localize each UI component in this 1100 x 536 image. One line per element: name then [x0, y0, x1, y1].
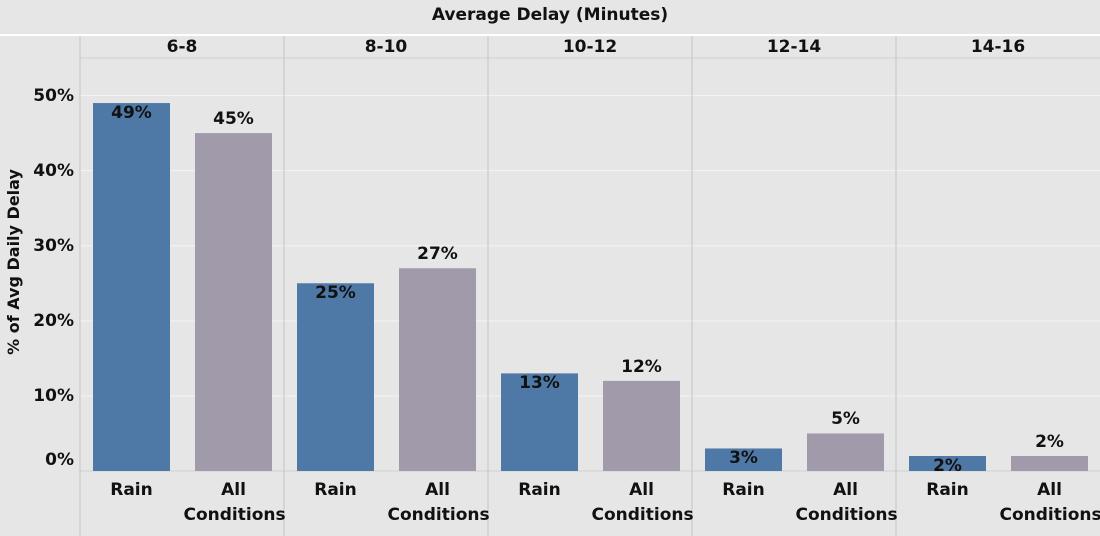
bar: [501, 373, 578, 471]
data-label: 25%: [315, 283, 356, 304]
y-axis-label: % of Avg Daily Delay: [4, 169, 23, 355]
x-tick-label: Rain: [926, 480, 969, 500]
x-tick-label: All Conditions: [591, 480, 694, 525]
bar: [195, 133, 272, 471]
bar: [603, 380, 680, 471]
data-label: 27%: [417, 244, 458, 265]
panel-header: 8-10: [364, 37, 408, 57]
bar: [93, 103, 170, 472]
y-tick-label: 30%: [33, 235, 74, 256]
y-tick-label: 10%: [33, 385, 74, 406]
data-label: 49%: [111, 103, 152, 124]
chart-title: Average Delay (Minutes): [431, 5, 669, 25]
x-tick-label: Rain: [110, 480, 153, 500]
data-label: 2%: [933, 455, 962, 476]
panel-header: 10-12: [562, 37, 618, 57]
data-label: 13%: [519, 373, 560, 394]
panel-header: 14-16: [970, 37, 1026, 57]
panel-header: 6-8: [166, 37, 198, 57]
bar: [297, 283, 374, 471]
x-tick-label: All Conditions: [795, 480, 898, 525]
bar: [399, 268, 476, 471]
data-label: 3%: [729, 448, 758, 469]
x-tick-label: Rain: [314, 480, 357, 500]
y-tick-label: 50%: [33, 85, 74, 106]
x-tick-label: Rain: [518, 480, 561, 500]
data-label: 12%: [621, 356, 662, 377]
x-tick-label: All Conditions: [999, 480, 1100, 525]
y-tick-label: 20%: [33, 310, 74, 331]
data-label: 5%: [831, 409, 860, 430]
x-tick-label: Rain: [722, 480, 765, 500]
x-tick-label: All Conditions: [183, 480, 286, 525]
bar: [909, 455, 986, 471]
data-label: 2%: [1035, 431, 1064, 452]
y-tick-label: 40%: [33, 160, 74, 181]
bar: [705, 448, 782, 471]
bar: [807, 433, 884, 471]
bar: [1011, 455, 1088, 471]
y-tick-label: 0%: [45, 450, 74, 470]
panel-header: 12-14: [766, 37, 822, 57]
x-tick-label: All Conditions: [387, 480, 490, 525]
data-label: 45%: [213, 109, 254, 130]
